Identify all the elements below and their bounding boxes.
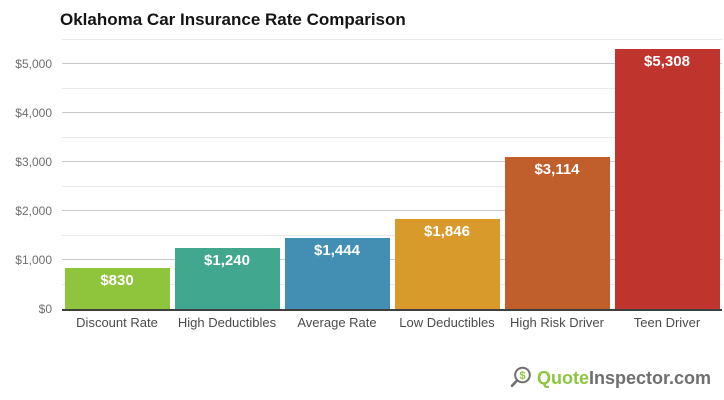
bar-high-deductibles: $1,240	[174, 248, 280, 309]
y-axis: $0 $1,000 $2,000 $3,000 $4,000 $5,000	[0, 40, 56, 316]
x-category-label: Average Rate	[297, 315, 377, 330]
dollar-glyph: $	[519, 370, 525, 382]
logo-text-quote: Quote	[536, 367, 589, 388]
bar-value-label: $1,240	[204, 252, 250, 270]
x-category-label: Discount Rate	[76, 315, 158, 330]
minor-gridline	[62, 136, 722, 138]
y-tick-label: $5,000	[15, 57, 52, 72]
logo-text-inspector: Inspector.com	[588, 367, 711, 388]
plot-area: $830 $1,240 $1,444 $1,846 $3,114 $5,308	[62, 39, 722, 311]
bar-teen-driver: $5,308	[614, 49, 720, 309]
bar-value-label: $5,308	[644, 53, 690, 71]
minor-gridline	[62, 283, 722, 285]
x-axis-labels: Discount Rate High Deductibles Average Rat…	[62, 313, 722, 333]
y-tick-label: $1,000	[15, 253, 52, 268]
magnifier-dollar-icon: $	[510, 366, 531, 388]
x-category-label: High Deductibles	[177, 315, 277, 330]
chart-title: Oklahoma Car Insurance Rate Comparison	[60, 10, 406, 29]
bar-value-label: $1,846	[424, 222, 470, 240]
minor-gridline	[62, 234, 722, 236]
y-tick-label: $0	[38, 302, 52, 316]
major-gridline	[62, 210, 722, 212]
brand-logo: $ Quote Inspector.com	[509, 366, 711, 389]
minor-gridline	[62, 87, 722, 89]
x-category-label: Low Deductibles	[399, 315, 495, 330]
bar-value-label: $830	[100, 272, 134, 290]
y-tick-label: $4,000	[15, 106, 52, 121]
bar-discount-rate: $830	[64, 268, 170, 309]
bar-high-risk-driver: $3,114	[504, 156, 610, 309]
minor-gridline	[62, 185, 722, 187]
y-tick-label: $3,000	[15, 155, 52, 170]
bar-value-label: $1,444	[314, 242, 360, 260]
major-gridline	[62, 63, 722, 65]
bar-low-deductibles: $1,846	[394, 218, 500, 309]
major-gridline	[62, 161, 722, 163]
y-tick-label: $2,000	[15, 204, 52, 219]
major-gridline	[62, 112, 722, 114]
major-gridline	[62, 259, 722, 261]
bar-average-rate: $1,444	[284, 238, 390, 309]
bar-value-label: $3,114	[534, 160, 580, 178]
x-category-label: Teen Driver	[633, 315, 701, 330]
x-category-label: High Risk Driver	[510, 315, 604, 330]
minor-gridline	[62, 39, 722, 40]
